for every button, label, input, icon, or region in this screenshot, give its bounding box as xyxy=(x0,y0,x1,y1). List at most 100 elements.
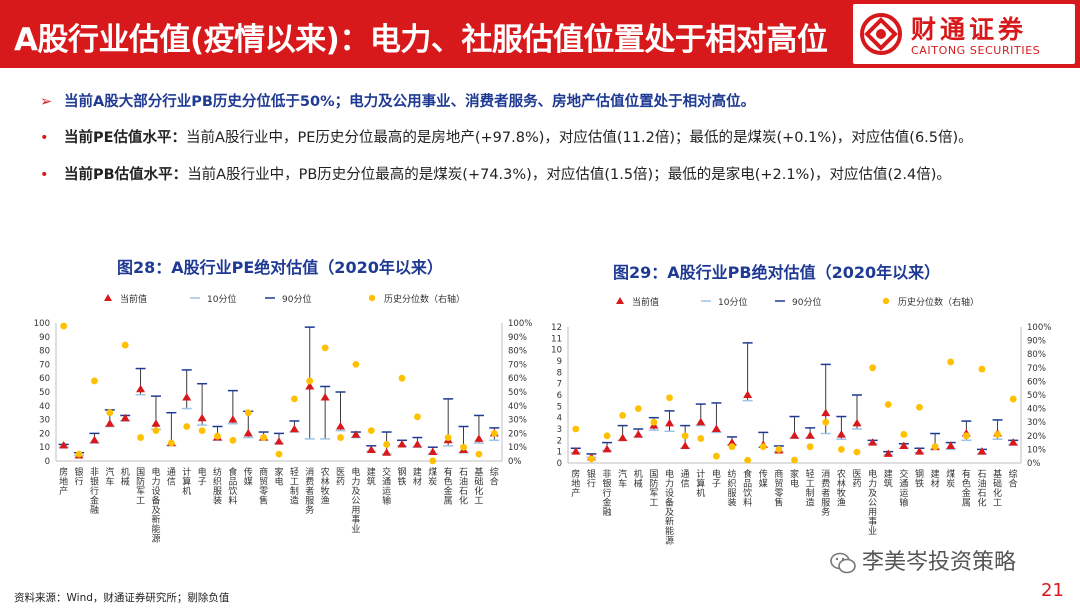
pe-lead: 当前PE估值水平： xyxy=(64,130,187,146)
pct-mark xyxy=(806,443,814,451)
right-tick-label: 30% xyxy=(1027,418,1046,428)
pb-lead: 当前PB估值水平： xyxy=(64,167,188,183)
pb-bullet: • 当前PB估值水平：当前A股行业中，PB历史分位最高的是煤炭(+74.3%)，对… xyxy=(40,163,1070,184)
pb-chart: 当前值 10分位 90分位 历史分位数（右轴）01234567891011120%10… xyxy=(551,296,1051,547)
pct-mark xyxy=(853,448,861,456)
pct-mark xyxy=(634,405,642,412)
category-label: 综合 xyxy=(490,466,499,488)
category-label: 商贸零售 xyxy=(774,468,783,509)
category-label: 电力设备及新能源 xyxy=(151,466,160,545)
pct-mark xyxy=(947,358,955,366)
left-tick-label: 0 xyxy=(557,459,562,469)
pct-mark xyxy=(106,409,114,417)
current-mark xyxy=(120,413,130,422)
pct-mark xyxy=(588,455,595,463)
pct-mark xyxy=(60,322,68,330)
category-label: 汽车 xyxy=(618,468,627,490)
current-legend-marker xyxy=(104,294,112,301)
current-mark xyxy=(289,424,299,433)
category-label: 家电 xyxy=(274,466,283,488)
current-mark xyxy=(428,447,438,456)
category-label: 煤炭 xyxy=(946,468,955,490)
current-mark xyxy=(151,419,161,427)
category-label: 商贸零售 xyxy=(259,466,268,507)
right-tick-label: 0% xyxy=(1027,459,1041,469)
current-mark xyxy=(836,430,846,438)
pct-mark xyxy=(475,450,483,458)
current-mark xyxy=(618,433,628,442)
current-mark xyxy=(727,438,737,446)
pe-chart: 当前值 10分位 90分位 历史分位数（右轴） 0 10 20 30 40 50 60 70 80 90 1… xyxy=(34,293,533,545)
page-title: A股行业估值(疫情以来)：电力、社服估值位置处于相对高位 xyxy=(14,22,828,58)
right-tick-label: 60% xyxy=(508,374,527,384)
logo-chinese-text: 财通证券 xyxy=(911,15,1028,44)
category-label: 有色金属 xyxy=(444,466,453,507)
pct-mark xyxy=(429,457,437,465)
pct-mark xyxy=(290,395,298,403)
category-label: 医药 xyxy=(336,467,345,488)
pe-text: 当前A股行业中，PE历史分位最高的是房地产(+97.8%)，对应估值(11.2倍… xyxy=(186,130,973,146)
category-label: 电力及公用事业 xyxy=(351,466,360,535)
pct-mark xyxy=(398,374,406,382)
legend-label-p10: 10分位 xyxy=(718,296,747,308)
current-mark xyxy=(1008,438,1018,446)
dot-bullet-icon: • xyxy=(40,167,49,183)
left-tick-label: 20 xyxy=(39,429,50,439)
right-tick-label: 70% xyxy=(1027,364,1046,374)
current-mark xyxy=(474,434,484,442)
legend-label-p90: 90分位 xyxy=(792,296,821,308)
category-label: 电力设备及新能源 xyxy=(665,468,674,547)
category-label: 建材 xyxy=(931,468,940,490)
right-tick-label: 30% xyxy=(508,416,527,426)
current-mark xyxy=(336,422,346,430)
pct-mark xyxy=(183,423,191,430)
category-label: 国防军工 xyxy=(136,467,145,507)
pct-mark xyxy=(900,431,908,438)
pct-mark xyxy=(837,446,845,453)
category-label: 传媒 xyxy=(759,468,768,490)
current-mark xyxy=(366,445,376,453)
current-mark xyxy=(680,441,690,449)
pct-mark xyxy=(367,427,375,435)
left-tick-label: 2 xyxy=(557,436,562,446)
current-mark xyxy=(228,415,238,423)
category-label: 煤炭 xyxy=(428,466,437,488)
summary-bullet: ➢ 当前A股大部分行业PB历史分位低于50%；电力及公用事业、消费者服务、房地产估… xyxy=(40,90,1070,111)
caitong-logo-icon xyxy=(860,13,902,55)
pct-mark xyxy=(978,365,986,373)
pct-mark xyxy=(137,434,144,441)
pct-mark xyxy=(650,418,658,426)
category-label: 轻工制造 xyxy=(290,466,299,507)
pct-mark xyxy=(962,432,970,440)
current-mark xyxy=(665,418,675,427)
pct-mark xyxy=(167,439,175,447)
left-tick-label: 30 xyxy=(39,416,50,426)
left-tick-label: 0 xyxy=(45,457,50,467)
legend-label-p90: 90分位 xyxy=(282,293,311,305)
right-tick-label: 50% xyxy=(508,388,527,398)
title-bar: A股行业估值(疫情以来)：电力、社服估值位置处于相对高位 财通证券 CAITON… xyxy=(0,0,1080,68)
pct-mark xyxy=(214,432,221,440)
pct-mark xyxy=(444,434,452,441)
current-mark xyxy=(59,441,69,449)
left-tick-label: 10 xyxy=(39,443,50,453)
category-label: 银行 xyxy=(587,468,596,490)
current-mark xyxy=(602,444,612,453)
arrow-bullet-icon: ➢ xyxy=(40,94,53,110)
current-mark xyxy=(105,419,115,427)
current-mark xyxy=(320,393,330,401)
left-tick-label: 3 xyxy=(557,425,562,435)
right-tick-label: 20% xyxy=(1027,432,1046,442)
category-label: 电子 xyxy=(712,468,721,490)
pct-mark xyxy=(619,412,627,419)
left-tick-label: 1 xyxy=(557,448,562,458)
pct-mark xyxy=(744,456,752,464)
current-mark xyxy=(351,430,361,438)
pe-chart-title: 图28：A股行业PE绝对估值（2020年以来） xyxy=(117,258,443,277)
pct-mark xyxy=(603,432,611,440)
category-label: 农林牧渔 xyxy=(321,466,330,507)
current-mark xyxy=(977,447,987,455)
pct-mark xyxy=(383,441,391,448)
pct-mark xyxy=(791,456,798,464)
category-label: 轻工制造 xyxy=(806,468,815,509)
